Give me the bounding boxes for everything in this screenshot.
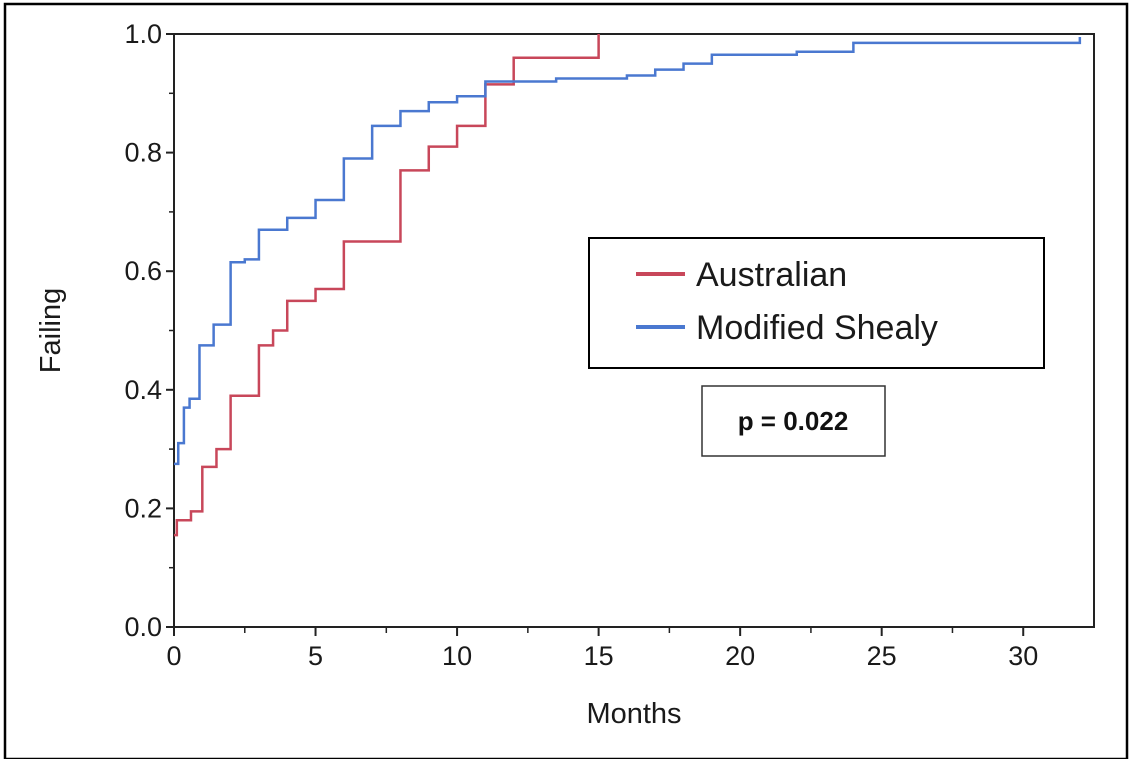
p-value-annotation: p = 0.022 [701, 385, 886, 457]
p-value-box [701, 385, 886, 457]
x-tick-label: 20 [725, 641, 755, 671]
y-tick-label: 0.2 [124, 493, 162, 523]
p-value-text: p = 0.022 [738, 406, 849, 436]
x-tick-label: 15 [584, 641, 614, 671]
x-axis: 0 5 10 15 20 25 30 [166, 627, 1038, 671]
y-tick-label: 1.0 [124, 19, 162, 49]
legend: Australian Modified Shealy [588, 237, 1045, 369]
x-tick-label: 10 [442, 641, 472, 671]
series-line-modified-shealy [174, 36, 1082, 466]
legend-label-australian: Australian [696, 256, 847, 294]
y-tick-label: 0.6 [124, 256, 162, 286]
y-axis: 0.0 0.2 0.4 0.6 0.8 1.0 [124, 19, 174, 642]
y-tick-label: 0.0 [124, 612, 162, 642]
y-axis-title: Failing [35, 288, 67, 373]
figure-frame [3, 2, 1129, 759]
series-layer [174, 34, 1082, 537]
series-line-australian [174, 34, 600, 537]
x-tick-label: 5 [308, 641, 323, 671]
x-tick-label: 30 [1008, 641, 1038, 671]
y-tick-label: 0.8 [124, 138, 162, 168]
y-tick-label: 0.4 [124, 375, 162, 405]
x-tick-label: 25 [867, 641, 897, 671]
legend-box [588, 237, 1045, 369]
x-tick-label: 0 [166, 641, 181, 671]
x-axis-title: Months [586, 698, 681, 730]
legend-label-modified-shealy: Modified Shealy [696, 309, 938, 347]
